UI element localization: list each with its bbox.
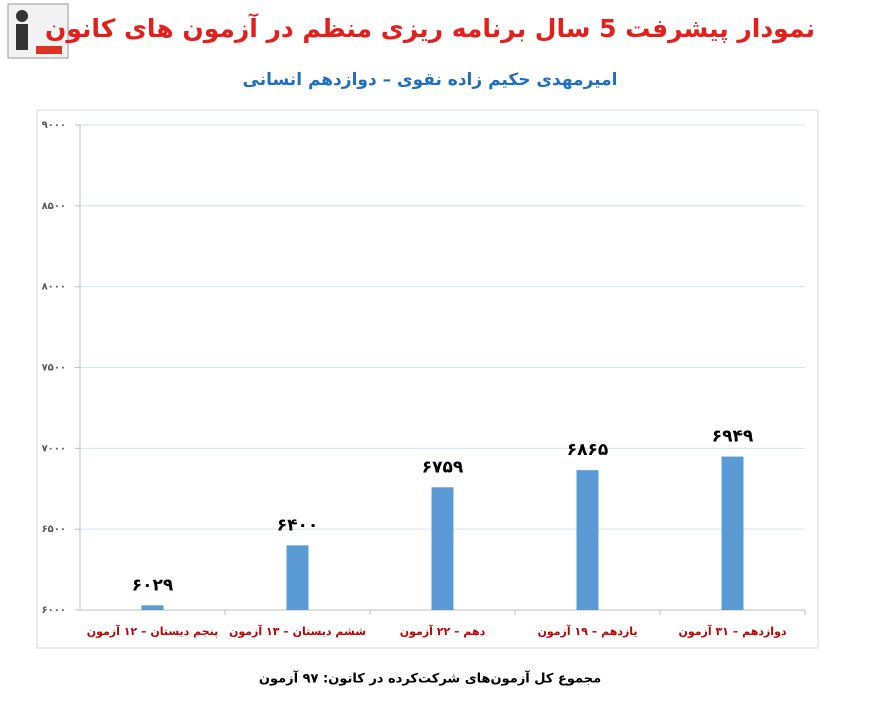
value-label: ۶۷۵۹ [422,457,464,477]
y-tick-label: ۸۵۰۰ [42,201,66,212]
y-tick-label: ۹۰۰۰ [42,120,66,131]
logo [7,3,69,59]
bar [721,456,744,610]
value-label: ۶۹۴۹ [712,427,754,447]
chart-subtitle: امیرمهدی حکیم زاده نقوی – دوازدهم انسانی [243,70,618,90]
y-tick-label: ۶۵۰۰ [42,524,66,535]
y-tick-label: ۶۰۰۰ [42,605,66,616]
x-tick-label: ششم دبستان – ۱۳ آزمون [229,624,366,638]
logo-figure [16,24,28,50]
plot-frame [36,109,819,649]
footnote: مجموع کل آزمون‌های شرکت‌کرده در کانون: ۹… [259,670,601,687]
bar [431,487,454,610]
y-tick-label: ۸۰۰۰ [42,282,66,293]
bar [576,470,599,610]
x-tick-label: یازدهم – ۱۹ آزمون [537,624,637,638]
logo-figure [16,10,28,22]
x-tick-label: دوازدهم – ۳۱ آزمون [678,624,786,638]
x-tick-label: دهم – ۲۲ آزمون [400,624,486,638]
bar [286,545,309,610]
chart-title: نمودار پیشرفت 5 سال برنامه ریزی منظم در … [45,13,815,44]
value-label: ۶۸۶۵ [567,440,609,460]
y-tick-label: ۷۵۰۰ [42,363,66,374]
x-tick-label: پنجم دبستان – ۱۲ آزمون [87,624,219,638]
value-label: ۶۰۲۹ [132,575,174,595]
y-tick-label: ۷۰۰۰ [42,443,66,454]
bar [141,605,164,610]
logo-badge [36,46,62,54]
value-label: ۶۴۰۰ [277,515,319,535]
